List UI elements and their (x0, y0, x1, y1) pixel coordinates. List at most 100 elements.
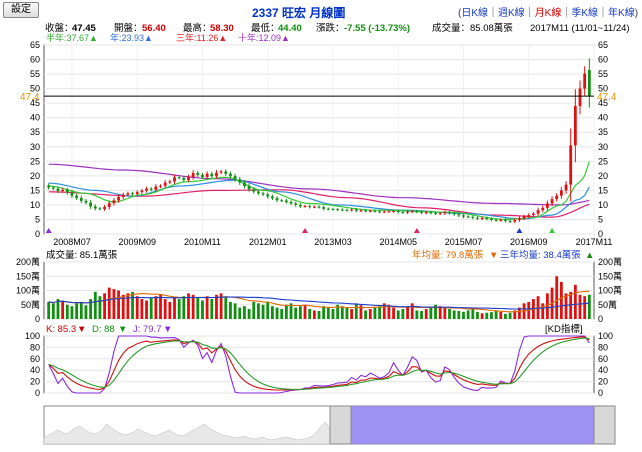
candle-body (345, 209, 349, 211)
price-tick-label-right: 25 (598, 156, 608, 166)
volume-bar (429, 307, 433, 319)
volume-three-year-ma-line (48, 296, 590, 310)
ma-line-half-year (48, 161, 590, 221)
volume-bar (499, 311, 503, 319)
volume-bar (438, 306, 442, 319)
volume-bar (98, 296, 102, 319)
volume-bar (280, 309, 284, 319)
period-week-link[interactable]: 週K線 (498, 8, 525, 19)
volume-bar (466, 310, 470, 319)
candle-body (131, 193, 134, 195)
volume-bar (471, 309, 475, 319)
candlestick-series (45, 58, 591, 233)
kd-tick-label-left: 20 (30, 377, 40, 387)
candle-body (159, 185, 162, 187)
price-tick-label-left: 35 (30, 127, 40, 137)
volume-tick-label-left: 150萬 (16, 270, 40, 281)
candle-body (140, 190, 144, 193)
volume-bar (326, 307, 330, 319)
candle-body (103, 206, 106, 209)
kd-lines (48, 335, 590, 394)
navigator-left-handle[interactable] (329, 405, 352, 445)
ma-ten-year-label: 十年:12.09▲ (238, 32, 290, 43)
kd-tick-label-left: 100 (25, 331, 40, 341)
candle-body (480, 218, 484, 220)
candle-body (93, 206, 97, 209)
volume-bar (308, 309, 312, 319)
candle-body (289, 202, 293, 204)
open-value: 56.40 (142, 23, 166, 34)
volume-bar (47, 301, 51, 319)
time-tick-label: 2009M09 (118, 237, 156, 247)
volume-bar (215, 294, 218, 319)
volume-value: 85.08萬張 (470, 22, 513, 34)
ma-half-year-label: 半年:37.67▲ (46, 32, 98, 43)
price-tick-label-left: 40 (30, 113, 40, 123)
volume-bar (322, 306, 326, 319)
period-month-link[interactable]: 月K線 (534, 8, 562, 19)
volume-bar (298, 306, 302, 319)
volume-bar (75, 303, 79, 319)
candle-body (84, 200, 88, 203)
price-tick-label-left: 0 (35, 229, 40, 239)
price-tick-label-right: 15 (598, 185, 608, 195)
change-value: -7.55 (-13.73%) (344, 23, 410, 34)
kd-j-arrow: ▼ (163, 324, 172, 335)
candle-body (224, 171, 228, 174)
period-year-link[interactable]: 年K線 (608, 8, 635, 19)
volume-bar (424, 309, 428, 319)
candle-body (182, 177, 186, 180)
volume-bar (270, 306, 274, 319)
volume-bar (252, 301, 256, 319)
candle-body (47, 185, 51, 188)
kd-tick-label-left: 40 (30, 365, 40, 375)
candle-body (56, 188, 60, 191)
price-tick-label-right: 55 (598, 69, 608, 79)
candle-body (65, 189, 69, 193)
volume-bar (121, 294, 125, 319)
period-day-link[interactable]: 日K線 (461, 8, 489, 19)
candle-body (205, 173, 209, 178)
price-tick-label-left: 30 (30, 142, 40, 152)
candle-body (415, 211, 419, 213)
volume-three-year-ma-arrow: ▲ (585, 250, 594, 261)
kd-indicator-button[interactable]: [KD指標] (545, 323, 582, 335)
period-quarter-link[interactable]: 季K線 (571, 8, 599, 19)
price-marker-left: 47.4 (20, 92, 40, 103)
volume-bar (205, 296, 209, 319)
candle-body (508, 220, 512, 222)
price-marker-right: 47.4 (597, 92, 617, 103)
moving-average-lines (48, 161, 590, 221)
price-tick-label-left: 50 (30, 84, 40, 94)
volume-bar (149, 297, 153, 319)
price-tick-label-right: 20 (598, 171, 608, 181)
volume-bar (233, 303, 237, 319)
candle-body (196, 172, 200, 175)
candle-body (364, 210, 368, 212)
volume-bar (336, 304, 340, 319)
candle-body (368, 210, 372, 212)
volume-tick-label-left: 200萬 (16, 256, 40, 267)
volume-bar (238, 307, 242, 319)
navigator-right-handle[interactable] (593, 405, 616, 445)
volume-bar (159, 294, 162, 319)
volume-bar (257, 303, 260, 319)
volume-tick-label-right: 150萬 (598, 270, 622, 281)
volume-bar (303, 304, 307, 319)
volume-bar (135, 296, 139, 319)
candle-body (275, 198, 279, 201)
volume-bar (508, 312, 512, 319)
time-navigator (43, 405, 616, 445)
kd-tick-label-right: 80 (598, 342, 608, 352)
volume-bar (247, 309, 251, 319)
volume-bar (191, 294, 195, 319)
kd-tick-label-left: 0 (35, 388, 40, 398)
volume-current: 成交量: 85.1萬張 (46, 249, 118, 261)
candle-body (201, 174, 204, 178)
settings-button[interactable]: 設定 (3, 2, 39, 18)
candle-body (191, 172, 195, 178)
navigator-history-area (43, 421, 331, 445)
volume-bar (140, 299, 144, 319)
kd-j-value: J: 79.7 (133, 324, 162, 335)
